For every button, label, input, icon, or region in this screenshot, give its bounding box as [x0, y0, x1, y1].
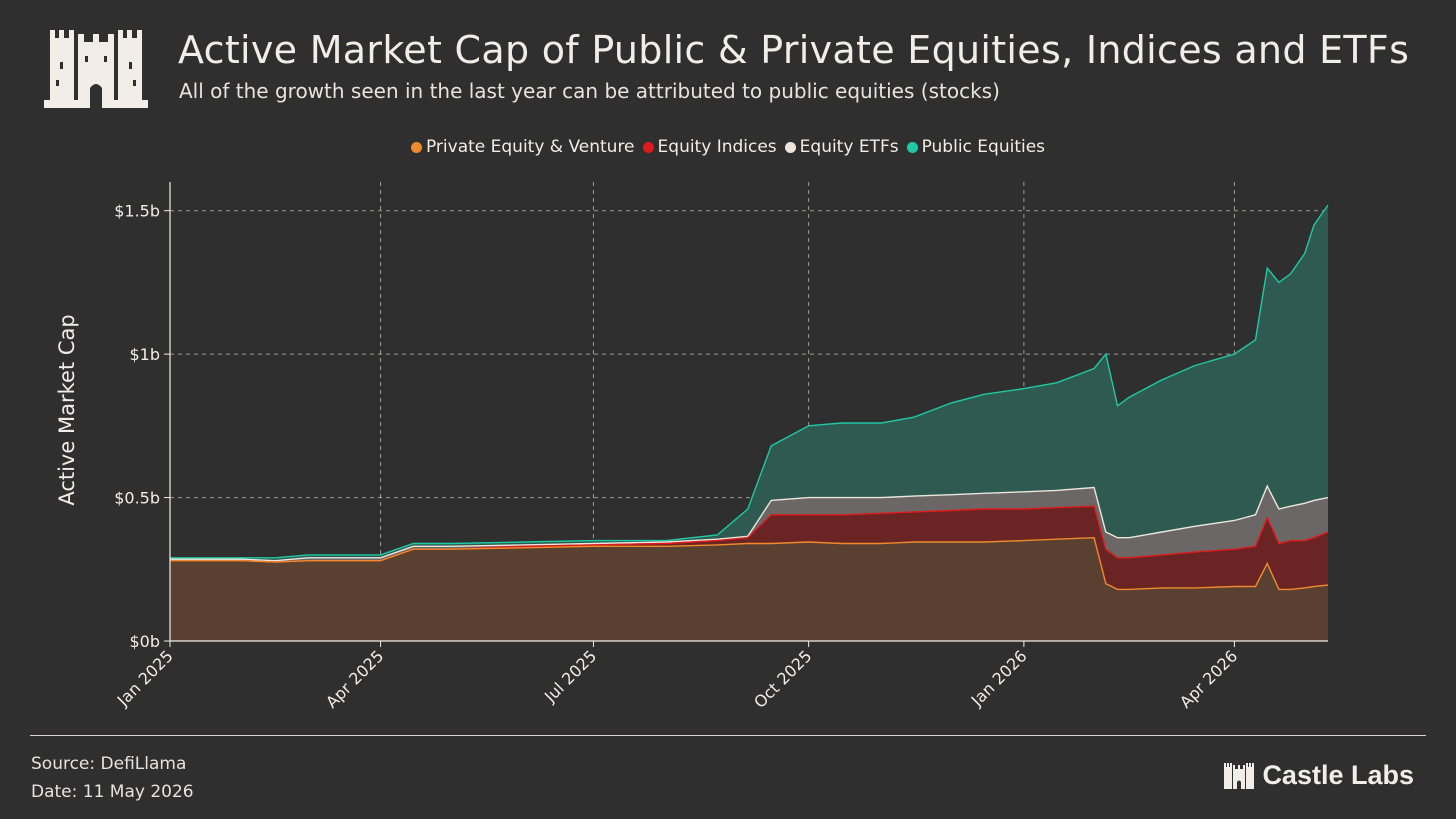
- castle-icon: [1224, 762, 1255, 789]
- legend-swatch-equity-etfs: [784, 141, 796, 153]
- brand-logo: Castle Labs: [1224, 760, 1414, 791]
- legend-label-equity-indices: Equity Indices: [657, 137, 777, 157]
- chart-title: Active Market Cap of Public & Private Eq…: [178, 28, 1410, 72]
- brand-name: Castle Labs: [1262, 760, 1414, 790]
- x-tick-label: Jul 2025: [540, 646, 600, 706]
- area-private-equity: [170, 537, 1328, 641]
- line-public-equities: [170, 204, 1329, 559]
- line-private-equity: [170, 536, 1329, 591]
- date-note: Date: 11 May 2026: [31, 782, 194, 802]
- y-tick-label: $1b: [129, 345, 160, 364]
- x-tick-label: Oct 2025: [750, 646, 815, 711]
- footer-divider: [30, 735, 1426, 736]
- chart-legend: Private Equity & Venture Equity Indices …: [0, 137, 1456, 157]
- legend-swatch-equity-indices: [642, 141, 654, 153]
- x-tick-label: Apr 2025: [322, 646, 387, 711]
- legend-item-equity-indices: Equity Indices: [642, 137, 777, 157]
- legend-item-equity-etfs: Equity ETFs: [784, 137, 899, 157]
- legend-swatch-public-equities: [906, 141, 918, 153]
- legend-item-public-equities: Public Equities: [906, 137, 1046, 157]
- legend-label-public-equities: Public Equities: [921, 137, 1046, 157]
- x-tick-label: Jan 2025: [113, 646, 177, 710]
- chart-subtitle: All of the growth seen in the last year …: [179, 79, 1000, 103]
- line-equity-etfs: [170, 484, 1329, 562]
- y-tick-label: $1.5b: [114, 202, 160, 221]
- legend-item-private-equity: Private Equity & Venture: [410, 137, 635, 157]
- source-note: Source: DefiLlama: [31, 754, 187, 774]
- x-tick-label: Apr 2026: [1176, 646, 1241, 711]
- y-tick-label: $0.5b: [114, 489, 160, 508]
- legend-label-private-equity: Private Equity & Venture: [425, 137, 635, 157]
- x-tick-label: Jan 2026: [967, 646, 1031, 710]
- y-tick-label: $0b: [129, 632, 160, 651]
- legend-swatch-private-equity: [410, 141, 422, 153]
- castle-logo-icon: [44, 30, 148, 108]
- legend-label-equity-etfs: Equity ETFs: [799, 137, 899, 157]
